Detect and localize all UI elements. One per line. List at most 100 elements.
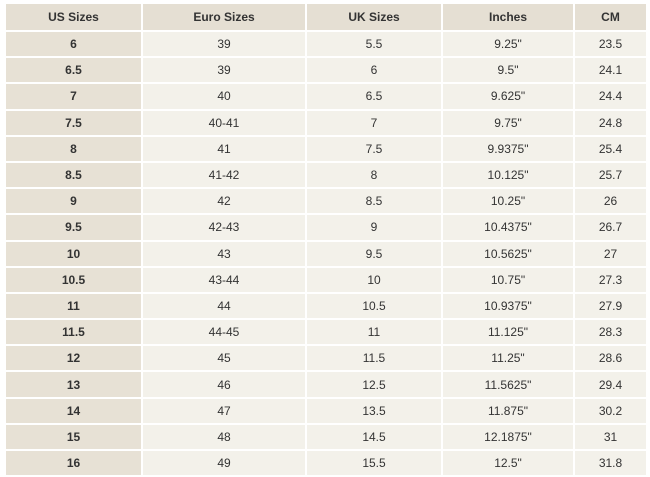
uk-size-cell: 8 xyxy=(307,162,441,188)
inches-cell: 9.75" xyxy=(443,110,573,135)
us-size-cell: 6 xyxy=(6,32,141,57)
cm-cell: 28.6 xyxy=(575,346,646,371)
cm-cell: 25.4 xyxy=(575,136,646,161)
table-row: 10.5 43-44 10 10.75" 27.3 xyxy=(6,267,646,292)
uk-size-cell: 11.5 xyxy=(307,346,441,371)
us-size-cell: 9 xyxy=(6,189,141,214)
inches-cell: 10.9375" xyxy=(443,293,573,319)
euro-size-cell: 41 xyxy=(143,136,305,161)
uk-size-cell: 10.5 xyxy=(307,293,441,319)
inches-cell: 10.4375" xyxy=(443,215,573,240)
euro-size-cell: 42-43 xyxy=(143,215,305,240)
cm-cell: 31.8 xyxy=(575,451,646,476)
inches-cell: 10.25" xyxy=(443,189,573,214)
inches-cell: 11.125" xyxy=(443,320,573,345)
table-row: 6.5 39 6 9.5" 24.1 xyxy=(6,58,646,83)
table-row: 8 41 7.5 9.9375" 25.4 xyxy=(6,136,646,161)
table-row: 10 43 9.5 10.5625" 27 xyxy=(6,241,646,266)
us-size-cell: 8.5 xyxy=(6,162,141,188)
cm-cell: 24.8 xyxy=(575,110,646,135)
uk-size-cell: 14.5 xyxy=(307,424,441,449)
uk-size-cell: 6 xyxy=(307,58,441,83)
inches-cell: 10.5625" xyxy=(443,241,573,266)
cm-cell: 30.2 xyxy=(575,398,646,423)
us-size-cell: 8 xyxy=(6,136,141,161)
inches-cell: 9.625" xyxy=(443,84,573,109)
euro-size-cell: 41-42 xyxy=(143,162,305,188)
uk-size-cell: 7 xyxy=(307,110,441,135)
size-chart-table: US Sizes Euro Sizes UK Sizes Inches CM 6… xyxy=(4,2,648,477)
inches-cell: 10.75" xyxy=(443,267,573,292)
euro-size-cell: 46 xyxy=(143,372,305,397)
uk-size-cell: 12.5 xyxy=(307,372,441,397)
us-size-cell: 10 xyxy=(6,241,141,266)
cm-cell: 31 xyxy=(575,424,646,449)
inches-cell: 11.875" xyxy=(443,398,573,423)
us-size-cell: 16 xyxy=(6,451,141,476)
uk-size-cell: 15.5 xyxy=(307,451,441,476)
inches-cell: 11.25" xyxy=(443,346,573,371)
cm-cell: 27.9 xyxy=(575,293,646,319)
us-size-cell: 9.5 xyxy=(6,215,141,240)
header-uk: UK Sizes xyxy=(307,4,441,30)
cm-cell: 23.5 xyxy=(575,32,646,57)
table-row: 13 46 12.5 11.5625" 29.4 xyxy=(6,372,646,397)
cm-cell: 26 xyxy=(575,189,646,214)
cm-cell: 24.1 xyxy=(575,58,646,83)
inches-cell: 12.1875" xyxy=(443,424,573,449)
header-us: US Sizes xyxy=(6,4,141,30)
cm-cell: 25.7 xyxy=(575,162,646,188)
uk-size-cell: 11 xyxy=(307,320,441,345)
euro-size-cell: 44-45 xyxy=(143,320,305,345)
header-row: US Sizes Euro Sizes UK Sizes Inches CM xyxy=(6,4,646,30)
cm-cell: 26.7 xyxy=(575,215,646,240)
euro-size-cell: 39 xyxy=(143,32,305,57)
euro-size-cell: 48 xyxy=(143,424,305,449)
us-size-cell: 10.5 xyxy=(6,267,141,292)
uk-size-cell: 9.5 xyxy=(307,241,441,266)
euro-size-cell: 44 xyxy=(143,293,305,319)
euro-size-cell: 47 xyxy=(143,398,305,423)
uk-size-cell: 9 xyxy=(307,215,441,240)
cm-cell: 28.3 xyxy=(575,320,646,345)
uk-size-cell: 5.5 xyxy=(307,32,441,57)
table-row: 14 47 13.5 11.875" 30.2 xyxy=(6,398,646,423)
table-row: 8.5 41-42 8 10.125" 25.7 xyxy=(6,162,646,188)
euro-size-cell: 40-41 xyxy=(143,110,305,135)
cm-cell: 29.4 xyxy=(575,372,646,397)
us-size-cell: 11.5 xyxy=(6,320,141,345)
euro-size-cell: 40 xyxy=(143,84,305,109)
uk-size-cell: 13.5 xyxy=(307,398,441,423)
us-size-cell: 7.5 xyxy=(6,110,141,135)
us-size-cell: 15 xyxy=(6,424,141,449)
inches-cell: 9.9375" xyxy=(443,136,573,161)
header-euro: Euro Sizes xyxy=(143,4,305,30)
us-size-cell: 14 xyxy=(6,398,141,423)
uk-size-cell: 8.5 xyxy=(307,189,441,214)
euro-size-cell: 42 xyxy=(143,189,305,214)
inches-cell: 10.125" xyxy=(443,162,573,188)
euro-size-cell: 43 xyxy=(143,241,305,266)
table-row: 16 49 15.5 12.5" 31.8 xyxy=(6,451,646,476)
us-size-cell: 6.5 xyxy=(6,58,141,83)
us-size-cell: 11 xyxy=(6,293,141,319)
euro-size-cell: 49 xyxy=(143,451,305,476)
cm-cell: 27 xyxy=(575,241,646,266)
cm-cell: 24.4 xyxy=(575,84,646,109)
us-size-cell: 13 xyxy=(6,372,141,397)
inches-cell: 11.5625" xyxy=(443,372,573,397)
table-row: 11.5 44-45 11 11.125" 28.3 xyxy=(6,320,646,345)
us-size-cell: 7 xyxy=(6,84,141,109)
euro-size-cell: 43-44 xyxy=(143,267,305,292)
table-row: 12 45 11.5 11.25" 28.6 xyxy=(6,346,646,371)
uk-size-cell: 6.5 xyxy=(307,84,441,109)
euro-size-cell: 45 xyxy=(143,346,305,371)
table-row: 11 44 10.5 10.9375" 27.9 xyxy=(6,293,646,319)
header-inches: Inches xyxy=(443,4,573,30)
cm-cell: 27.3 xyxy=(575,267,646,292)
table-row: 7.5 40-41 7 9.75" 24.8 xyxy=(6,110,646,135)
table-row: 15 48 14.5 12.1875" 31 xyxy=(6,424,646,449)
header-cm: CM xyxy=(575,4,646,30)
uk-size-cell: 7.5 xyxy=(307,136,441,161)
table-row: 7 40 6.5 9.625" 24.4 xyxy=(6,84,646,109)
